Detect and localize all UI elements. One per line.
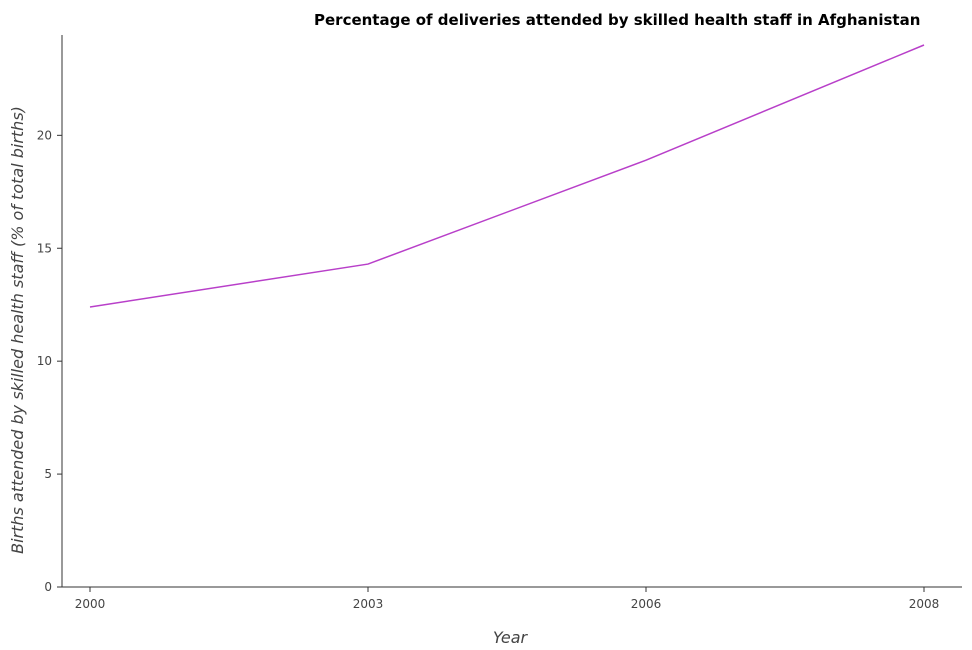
- axes: [61, 35, 962, 588]
- y-tick-label: 20: [37, 128, 52, 142]
- y-tick-label: 5: [44, 467, 52, 481]
- chart-title: Percentage of deliveries attended by ski…: [314, 11, 920, 29]
- y-axis-label: Births attended by skilled health staff …: [8, 106, 27, 554]
- y-tick-label: 0: [44, 580, 52, 594]
- series-line: [89, 44, 925, 308]
- x-tick-label: 2006: [631, 597, 662, 611]
- x-tick-label: 2003: [353, 597, 384, 611]
- y-ticks: 0 5 10 15 20: [37, 128, 62, 594]
- x-ticks: 2000 2003 2006 2008: [75, 587, 940, 611]
- x-tick-label: 2000: [75, 597, 106, 611]
- x-tick-label: 2008: [909, 597, 940, 611]
- x-axis-label: Year: [493, 628, 529, 647]
- y-tick-label: 10: [37, 354, 52, 368]
- y-tick-label: 15: [37, 241, 52, 255]
- series-group: [89, 44, 925, 308]
